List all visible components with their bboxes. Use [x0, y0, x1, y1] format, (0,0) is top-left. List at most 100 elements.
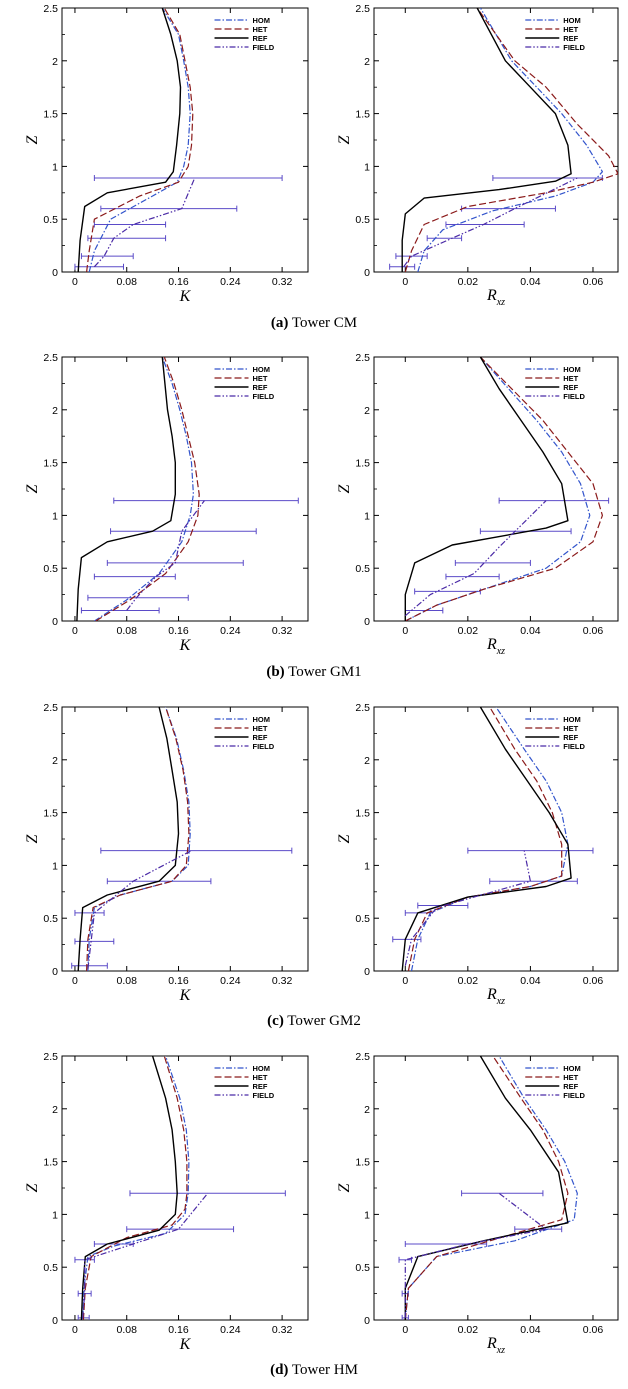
x-tick-label: 0.32 — [272, 276, 293, 288]
caption-letter: (b) — [266, 664, 284, 680]
series-ref — [404, 1056, 569, 1320]
x-axis-title-sub: xz — [496, 996, 505, 1007]
chart-d-right: 0 0.5 1 1.5 2 2.5 0 0.02 0.04 0.06 Z Rxz HOMHETREFFI… — [336, 1051, 619, 1356]
x-tick-label: 0.02 — [458, 1324, 479, 1336]
x-tick-label: 0.32 — [272, 975, 293, 987]
y-tick-label: 1.5 — [355, 808, 370, 820]
error-bar — [80, 253, 134, 260]
y-tick-label: 2.5 — [43, 352, 58, 364]
caption-d: (d) Tower HM — [270, 1362, 358, 1378]
caption-name: Tower GM2 — [284, 1013, 361, 1029]
series-hom — [87, 707, 191, 971]
series-hom — [88, 8, 191, 272]
y-tick-label: 2 — [52, 56, 58, 68]
series-het — [404, 1056, 569, 1320]
y-axis-title: Z — [24, 1182, 41, 1192]
x-tick-label: 0 — [402, 975, 408, 987]
series-het — [407, 707, 563, 971]
x-tick-label: 0 — [402, 1324, 408, 1336]
caption-letter: (a) — [271, 315, 289, 331]
y-tick-label: 0 — [364, 966, 370, 978]
x-tick-label: 0.08 — [117, 276, 138, 288]
legend-label-het: HET — [253, 374, 268, 383]
y-tick-label: 2.5 — [43, 702, 58, 714]
x-axis-title: Rxz — [486, 1335, 505, 1356]
legend-label-field: FIELD — [253, 1091, 275, 1100]
legend-label-field: FIELD — [563, 742, 585, 751]
x-tick-label: 0 — [72, 1324, 78, 1336]
y-tick-label: 2 — [364, 405, 370, 417]
legend-label-het: HET — [563, 25, 578, 34]
x-axis-title: K — [179, 637, 192, 654]
legend-label-het: HET — [563, 1073, 578, 1082]
error-bar — [100, 205, 238, 212]
y-tick-label: 1.5 — [43, 109, 58, 121]
plot-area — [398, 1056, 578, 1320]
legend-label-ref: REF — [563, 383, 578, 392]
caption-b: (b) Tower GM1 — [266, 664, 361, 680]
chart-a-left: 0 0.5 1 1.5 2 2.5 0 0.08 0.16 0.24 0.32 Z K HOMHETREF… — [24, 3, 309, 305]
x-tick-label: 0.04 — [520, 1324, 541, 1336]
y-tick-label: 1 — [364, 1209, 370, 1221]
chart-c-right: 0 0.5 1 1.5 2 2.5 0 0.02 0.04 0.06 Z Rxz HOMHETREFFI… — [336, 702, 619, 1007]
plot-area — [392, 707, 594, 971]
series-ref — [77, 8, 182, 272]
legend-label-hom: HOM — [253, 1064, 271, 1073]
x-tick-label: 0.24 — [220, 975, 241, 987]
error-bar — [93, 573, 176, 580]
x-axis-title: Rxz — [486, 636, 505, 657]
legend-label-field: FIELD — [563, 1091, 585, 1100]
y-tick-label: 0 — [52, 966, 58, 978]
x-axis-title: Rxz — [486, 986, 505, 1007]
error-bar — [100, 847, 293, 854]
series-hom — [417, 8, 604, 272]
series-het — [95, 357, 200, 621]
error-bar — [87, 235, 167, 242]
x-tick-label: 0.02 — [458, 276, 479, 288]
legend-label-hom: HOM — [563, 1064, 581, 1073]
legend-label-field: FIELD — [563, 43, 585, 52]
legend-label-het: HET — [563, 374, 578, 383]
x-tick-label: 0.16 — [168, 276, 189, 288]
series-ref — [401, 8, 572, 272]
error-bar — [74, 938, 115, 945]
error-bar — [467, 847, 594, 854]
series-hom — [405, 357, 591, 621]
y-tick-label: 0.5 — [355, 214, 370, 226]
legend-label-ref: REF — [563, 733, 578, 742]
series-hom — [82, 1056, 190, 1320]
legend-label-hom: HOM — [253, 715, 271, 724]
y-tick-label: 1.5 — [355, 1157, 370, 1169]
plot-area — [71, 707, 293, 971]
x-tick-label: 0.04 — [520, 276, 541, 288]
y-tick-label: 2 — [52, 405, 58, 417]
series-hom — [404, 1056, 578, 1320]
series-ref — [80, 1056, 178, 1320]
plot-area — [74, 8, 283, 272]
x-axis-title-main: R — [486, 986, 497, 1003]
x-tick-label: 0.32 — [272, 625, 293, 637]
series-het — [404, 8, 618, 272]
y-tick-label: 1 — [52, 510, 58, 522]
y-tick-label: 1 — [364, 161, 370, 173]
y-tick-label: 2.5 — [43, 3, 58, 15]
series-field — [126, 500, 205, 611]
legend-label-ref: REF — [253, 733, 268, 742]
x-axis-title-sub: xz — [496, 297, 505, 308]
y-axis-title: Z — [24, 833, 41, 843]
y-tick-label: 0.5 — [43, 214, 58, 226]
error-bar — [454, 559, 531, 566]
series-field — [93, 177, 196, 268]
y-tick-label: 0 — [52, 1315, 58, 1327]
x-tick-label: 0 — [72, 975, 78, 987]
x-tick-label: 0.06 — [583, 625, 604, 637]
x-tick-label: 0.24 — [220, 625, 241, 637]
y-tick-label: 0 — [364, 616, 370, 628]
y-tick-label: 0.5 — [43, 913, 58, 925]
x-tick-label: 0.16 — [168, 975, 189, 987]
series-field — [404, 1192, 547, 1318]
